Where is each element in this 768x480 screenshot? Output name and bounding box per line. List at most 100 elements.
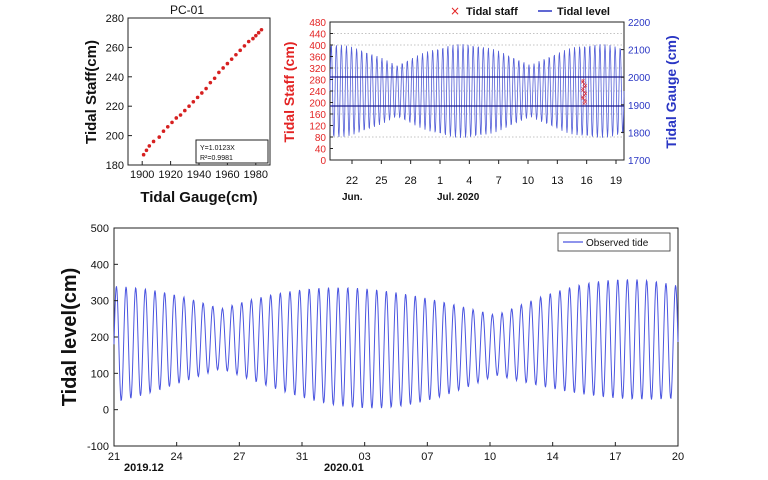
scatter-y-tick-label: 280 [106,13,124,25]
comparison-left-tick-label: 200 [309,99,326,110]
scatter-point [157,135,162,139]
observed-tide-series [113,278,679,409]
scatter-point [229,57,234,61]
scatter-point [256,30,261,35]
tidal-staff-point: × [582,92,587,99]
comparison-x-tick-label: 16 [581,175,593,187]
scatter-point [144,148,149,153]
tidal-staff-point: × [582,89,587,96]
scatter-point [221,66,225,70]
scatter-r-squared: R²=0.9981 [200,155,233,162]
comparison-left-tick-label: 120 [309,122,326,133]
comparison-left-tick-label: 240 [309,87,326,98]
scatter-chart: PC-01 180 200 220 240 260 280 1900 1920 1940 196… [83,3,271,206]
comparison-left-tick-label: 40 [315,145,327,156]
scatter-y-ticks: 180 200 220 240 260 280 [106,13,132,172]
observed-x-tick-label: 24 [171,451,183,463]
scatter-point [183,108,187,113]
observed-y-label: Tidal level(cm) [59,268,81,407]
scatter-x-label: Tidal Gauge(cm) [140,189,257,206]
tidal-staff-point: × [582,84,587,91]
scatter-x-tick-label: 1900 [130,169,154,181]
observed-y-tick-label: 100 [91,368,109,380]
tidal-staff-point: × [583,91,588,98]
comparison-left-y-label: Tidal Staff (cm) [281,42,297,143]
comparison-right-tick-label: 2200 [628,18,651,29]
tidal-level-legend-label: Tidal level [557,6,610,18]
scatter-points [141,27,264,157]
scatter-x-tick-label: 1920 [158,169,182,181]
observed-x-tick-label: 27 [233,451,245,463]
observed-x-tick-label: 14 [547,451,559,463]
tidal-staff-point: × [583,82,588,89]
observed-plot-frame [113,227,679,447]
tidal-staff-point: × [580,86,585,93]
tidal-staff-point: × [580,94,585,101]
scatter-point [195,95,200,100]
observed-legend-box [557,232,671,252]
scatter-point [259,27,264,32]
observed-x-tick-label: 20 [672,451,684,463]
tidal-staff-point: × [581,78,586,85]
tidal-staff-point: × [582,97,587,104]
observed-x-tick-label: 21 [108,451,120,463]
tidal-staff-point: × [583,99,588,106]
observed-x-ticks: 21 24 27 31 03 07 10 14 17 20 [108,442,684,463]
comparison-left-tick-label: 0 [320,156,326,167]
scatter-point [178,113,183,117]
observed-x-sub-left: 2019.12 [124,462,164,474]
comparison-right-tick-label: 1700 [628,156,651,167]
comparison-right-tick-label: 1800 [628,128,651,139]
scatter-y-tick-label: 240 [106,72,124,84]
scatter-title: PC-01 [170,3,204,17]
scatter-point [161,129,166,133]
scatter-point [234,52,238,57]
comparison-left-tick-label: 320 [309,64,326,75]
comparison-x-tick-label: 4 [466,175,472,187]
scatter-equation: Y=1.0123X [200,145,235,152]
comparison-left-tick-label: 480 [309,18,326,29]
tidal-staff-point: × [581,101,586,108]
observed-y-ticks: -100 0 100 200 300 400 500 [87,223,118,453]
scatter-point [147,144,152,148]
scatter-point [208,80,213,85]
comparison-chart: ××××××××××××××× 040801201602002402803203… [281,4,679,203]
scatter-point [200,91,204,95]
tidal-staff-point: × [580,87,585,94]
comparison-x-sub-left: Jun. [342,192,363,203]
scatter-y-label: Tidal Staff(cm) [83,40,100,144]
comparison-x-sub-right: Jul. 2020 [437,192,480,203]
comparison-left-tick-label: 160 [309,110,326,121]
comparison-x-tick-label: 19 [610,175,622,187]
observed-y-tick-label: 500 [91,223,109,235]
comparison-left-tick-label: 440 [309,30,326,41]
scatter-point [254,33,258,38]
tidal-staff-point: × [582,81,587,88]
observed-x-tick-label: 31 [296,451,308,463]
observed-y-tick-label: 400 [91,259,109,271]
scatter-point [242,44,247,48]
observed-y-tick-label: 0 [103,405,109,417]
observed-x-tick-label: 10 [484,451,496,463]
scatter-point [187,104,191,108]
comparison-x-ticks: 22 25 28 1 4 7 10 13 16 19 [346,160,622,187]
scatter-x-ticks: 1900 1920 1940 1960 1980 [130,161,268,181]
observed-y-tick-label: 200 [91,332,109,344]
comparison-legend: × Tidal staff Tidal level [450,4,610,18]
comparison-left-tick-label: 360 [309,53,326,64]
scatter-y-tick-label: 200 [106,131,124,143]
observed-legend-label: Observed tide [586,238,649,249]
scatter-point [217,70,221,75]
scatter-point [151,139,156,144]
scatter-point [246,39,251,44]
scatter-point [141,152,146,157]
comparison-right-y-label: Tidal Gauge (cm) [663,35,679,148]
scatter-point [165,124,170,129]
scatter-x-tick-label: 1960 [215,169,239,181]
comparison-left-tick-label: 400 [309,41,326,52]
comparison-right-y-ticks: 1700 1800 1900 2000 2100 2200 [621,18,651,167]
scatter-y-tick-label: 180 [106,160,124,172]
observed-x-tick-label: 07 [421,451,433,463]
